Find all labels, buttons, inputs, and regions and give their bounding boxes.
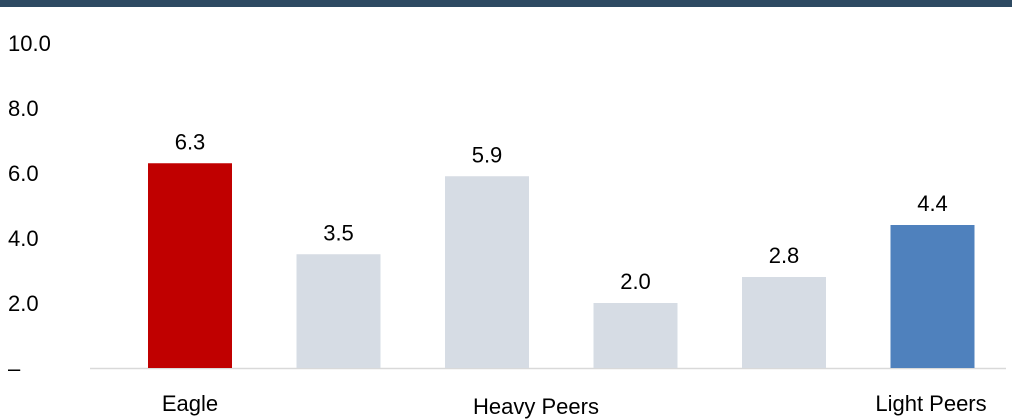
y-axis: – 2.0 4.0 6.0 8.0 10.0 [8,31,51,381]
bar [593,303,678,368]
bar-value-label: 2.0 [620,269,651,294]
x-label-light-peers: Light Peers [875,391,986,416]
bar [296,254,381,368]
y-tick-label: 10.0 [8,31,51,56]
y-tick-label: 8.0 [8,96,39,121]
y-tick-label: – [8,356,21,381]
x-label-heavy-peers: Heavy Peers [473,394,599,419]
bar [148,163,232,368]
bar-value-label: 3.5 [323,220,354,245]
bar [742,277,826,368]
x-labels-group: Eagle Heavy Peers Light Peers [162,391,987,419]
bar-value-label: 4.4 [917,191,948,216]
y-tick-label: 6.0 [8,161,39,186]
bar [890,225,975,368]
bars-group [148,163,975,368]
bar [445,176,529,368]
bar-value-label: 6.3 [175,129,206,154]
value-labels-group: 6.3 3.5 5.9 2.0 2.8 4.4 [175,129,948,294]
y-tick-label: 2.0 [8,291,39,316]
bar-value-label: 2.8 [769,243,800,268]
x-label-eagle: Eagle [162,391,218,416]
top-rule [0,0,1012,7]
bar-value-label: 5.9 [472,142,503,167]
y-tick-label: 4.0 [8,226,39,251]
